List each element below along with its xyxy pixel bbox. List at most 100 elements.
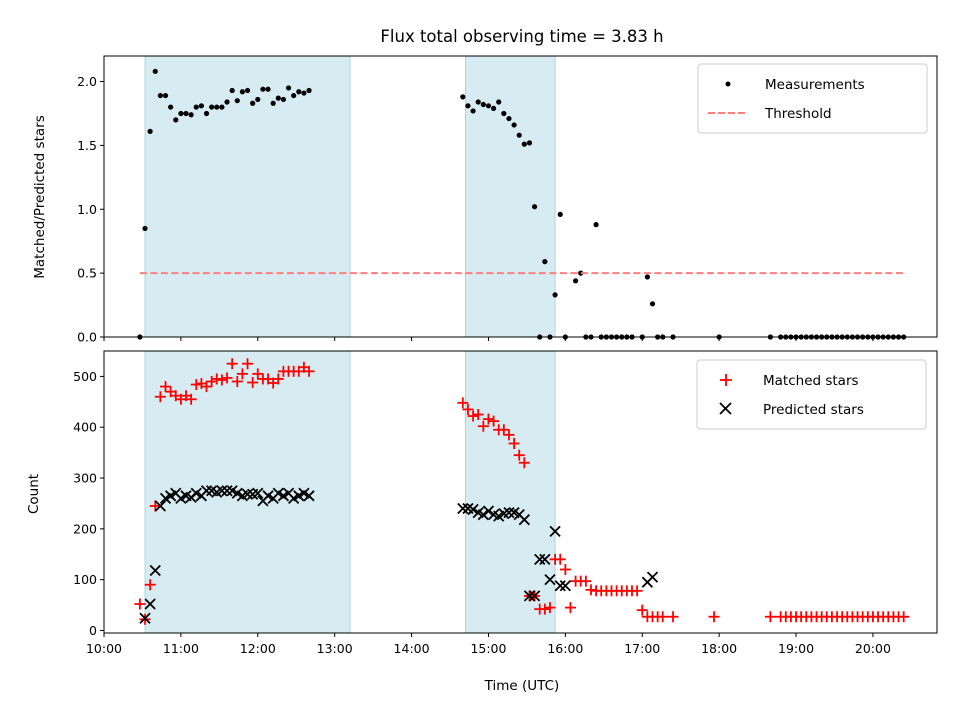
x-tick-label: 19:00 [778, 641, 814, 656]
y-tick-label: 0.0 [77, 330, 97, 345]
top-axes-frame [103, 55, 938, 338]
data-point-dot [644, 274, 650, 280]
legend-dot-marker [725, 81, 731, 87]
data-point-x [457, 502, 469, 515]
data-point-dot [250, 100, 256, 106]
y-tick-label: 300 [73, 471, 97, 486]
data-point-dot [142, 225, 148, 232]
data-point-plus [764, 611, 776, 623]
data-point-plus [149, 500, 161, 512]
data-point-dot [275, 95, 281, 101]
data-point-plus [211, 373, 223, 385]
data-point-dot [152, 68, 158, 74]
bottom-series [134, 358, 910, 625]
bottom-x-ticks: 10:00 11:00 12:00 13:00 14:00 15:00 16:00 17:00… [86, 633, 891, 656]
data-point-dot [501, 110, 507, 117]
data-point-plus [252, 368, 264, 380]
data-point-plus [221, 372, 233, 384]
x-tick-label: 10:00 [86, 641, 122, 656]
top-x-ticks [103, 337, 874, 341]
data-point-dot [296, 89, 302, 95]
data-point-x [241, 488, 254, 500]
y-tick-label: 100 [73, 572, 97, 587]
shaded-interval [464, 350, 556, 634]
y-tick-label: 400 [73, 420, 97, 435]
legend-label-threshold: Threshold [764, 106, 832, 122]
data-point-plus [580, 575, 592, 587]
data-point-dot [460, 94, 466, 100]
data-point-dot [183, 110, 189, 117]
data-point-plus [513, 449, 525, 461]
bottom-panel: 0 100 200 300 400 500 10:00 11:00 12:00 13:00 14:… [26, 350, 938, 694]
xlabel: Time (UTC) [484, 678, 560, 694]
data-point-plus [462, 403, 474, 415]
data-point-x [139, 612, 151, 624]
data-point-plus [201, 381, 213, 393]
data-point-x [200, 485, 213, 497]
data-point-dot [552, 292, 558, 298]
y-tick-label: 500 [73, 369, 97, 384]
data-point-dot [198, 103, 204, 109]
data-point-plus [226, 358, 238, 370]
data-point-dot [203, 110, 210, 117]
data-point-dot [465, 103, 471, 109]
data-point-dot [593, 222, 599, 228]
data-point-plus [508, 437, 520, 449]
data-point-plus [303, 365, 315, 377]
y-tick-label: 200 [73, 521, 97, 536]
data-point-x [482, 505, 495, 517]
data-point-dot [578, 270, 584, 276]
data-point-dot [147, 128, 153, 134]
data-point-plus [898, 611, 910, 623]
data-point-plus [631, 585, 643, 597]
top-legend-box [697, 63, 928, 134]
data-point-dot [280, 96, 287, 103]
x-tick-label: 17:00 [624, 641, 660, 656]
data-point-x [221, 485, 233, 497]
data-point-x [544, 574, 556, 586]
data-point-x [528, 590, 541, 602]
data-point-plus [585, 584, 597, 596]
data-point-x [523, 590, 536, 602]
x-tick-label: 15:00 [470, 641, 506, 656]
data-point-plus [564, 602, 576, 614]
data-point-plus [554, 553, 566, 565]
data-point-dot [511, 122, 517, 128]
data-point-plus [488, 415, 500, 427]
legend-label-matched-stars: Matched stars [763, 373, 859, 389]
series-predicted-stars [139, 485, 659, 624]
data-point-plus [247, 377, 259, 389]
data-point-x [534, 553, 546, 565]
data-point-plus [477, 420, 489, 432]
data-point-dot [193, 104, 199, 110]
top-y-ticks: 0.0 0.5 1.0 1.5 2.0 [77, 74, 104, 345]
data-point-dot [291, 92, 297, 99]
figure-title: Flux total observing time = 3.83 h [380, 27, 663, 46]
data-point-dot [244, 87, 251, 94]
data-point-x [503, 506, 515, 519]
data-point-plus [559, 563, 571, 575]
data-point-x [467, 503, 479, 516]
data-point-x [477, 508, 489, 521]
y-tick-label: 0 [89, 623, 97, 638]
data-point-plus [206, 375, 218, 387]
data-point-dot [214, 104, 220, 110]
x-tick-label: 12:00 [240, 641, 276, 656]
x-tick-label: 11:00 [163, 641, 199, 656]
data-point-plus [190, 379, 202, 391]
data-point-plus [457, 397, 469, 409]
data-point-dot [480, 101, 486, 108]
data-point-dot [229, 87, 235, 94]
data-point-dot [521, 141, 527, 147]
data-point-plus [498, 424, 510, 436]
data-point-dot [306, 87, 312, 94]
data-point-dot [260, 86, 266, 92]
shaded-interval [144, 350, 351, 634]
x-tick-label: 13:00 [317, 641, 353, 656]
top-panel: 0.00.51.01.52.0 Matched/Predicted stars … [32, 55, 938, 345]
data-point-x [518, 514, 530, 526]
bottom-legend-box [696, 359, 927, 430]
data-point-plus [708, 611, 720, 623]
data-point-dot [475, 99, 481, 105]
